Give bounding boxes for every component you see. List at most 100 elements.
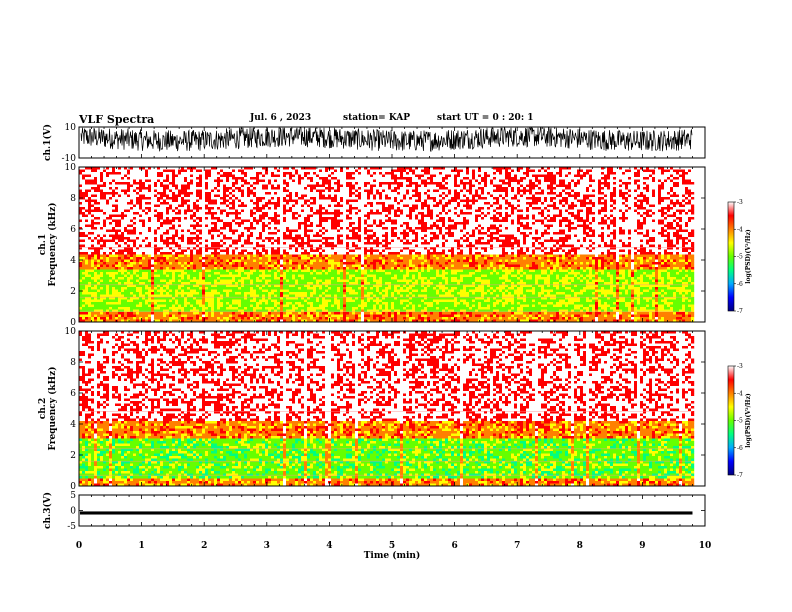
spectrogram-cell [211,174,215,178]
spectrogram-cell [211,272,215,275]
spectrogram-cell [124,174,128,178]
spectrogram-cell [307,297,311,300]
spectrogram-cell [223,209,227,213]
spectrogram-cell [142,294,146,298]
spectrogram-cell [208,209,212,213]
spectrogram-cell [157,282,161,285]
spectrogram-cell [265,299,269,303]
spectrogram-cell [304,204,308,208]
spectrogram-cell [85,172,89,175]
spectrogram-cell [301,237,305,240]
spectrogram-cell [247,282,251,285]
spectrogram-cell [259,264,263,268]
spectrogram-cell [307,172,311,175]
spectrogram-cell [295,302,299,305]
spectrogram-cell [103,257,107,260]
spectrogram-cell [307,174,311,178]
spectrogram-cell [187,182,191,185]
spectrogram-cell [253,192,257,195]
spectrogram-cell [172,239,176,243]
spectrogram-cell [274,182,278,185]
spectrogram-cell [214,259,218,263]
spectrogram-cell [118,212,122,215]
spectrogram-cell [139,272,143,275]
spectrogram-cell [214,167,218,170]
spectrogram-cell [274,207,278,210]
spectrogram-cell [238,242,242,245]
spectrogram-cell [154,222,158,225]
spectrogram-cell [256,214,260,218]
spectrogram-cell [238,192,242,195]
spectrogram-cell [178,292,182,295]
spectrogram-cell [118,242,122,245]
spectrogram-cell [304,262,308,265]
spectrogram-cell [172,194,176,198]
spectrogram-cell [169,204,173,208]
spectrogram-cell [88,264,92,268]
spectrogram-cell [166,227,170,230]
spectrogram-cell [211,202,215,205]
spectrogram-cell [175,302,179,305]
spectrogram-cell [214,187,218,190]
spectrogram-cell [280,287,284,290]
spectrogram-cell [148,212,152,215]
spectrogram-cell [88,212,92,215]
spectrogram-cell [136,304,140,308]
spectrogram-cell [85,217,89,220]
spectrogram-cell [100,172,104,175]
spectrogram-cell [241,302,245,305]
spectrogram-cell [256,247,260,250]
spectrogram-cell [205,197,209,200]
spectrogram-cell [118,282,122,285]
spectrogram-cell [199,214,203,218]
spectrogram-cell [148,242,152,245]
spectrogram-cell [130,254,134,258]
spectrogram-cell [115,187,119,190]
spectrogram-cell [148,297,152,300]
spectrogram-cell [247,297,251,300]
spectrogram-cell [226,197,230,200]
spectrogram-cell [121,319,125,323]
spectrogram-cell [109,319,113,323]
spectrogram-cell [244,169,248,173]
spectrogram-cell [286,219,290,223]
spectrogram-cell [181,314,185,318]
spectrogram-cell [169,219,173,223]
spectrogram-cell [202,282,206,285]
spectrogram-cell [79,307,83,310]
spectrogram-cell [190,184,194,188]
spectrogram-cell [157,314,161,318]
spectrogram-cell [112,194,116,198]
spectrogram-cell [190,252,194,255]
spectrogram-cell [157,184,161,188]
spectrogram-cell [91,279,95,283]
spectrogram-cell [184,289,188,293]
spectrogram-cell [103,317,107,320]
spectrogram-cell [187,232,191,235]
spectrogram-cell [130,224,134,228]
spectrogram-cell [262,224,266,228]
spectrogram-cell [250,207,254,210]
spectrogram-cell [286,239,290,243]
spectrogram-cell [178,222,182,225]
spectrogram-cell [277,297,281,300]
spectrogram-cell [178,204,182,208]
spectrogram-cell [151,179,155,183]
spectrogram-cell [154,284,158,288]
spectrogram-cell [175,257,179,260]
spectrogram-cell [262,297,266,300]
spectrogram-cell [103,302,107,305]
spectrogram-cell [244,187,248,190]
spectrogram-cell [106,167,110,170]
spectrogram-cell [124,304,128,308]
spectrogram-cell [82,199,86,203]
spectrogram-cell [106,262,110,265]
spectrogram-cell [310,299,314,303]
spectrogram-cell [247,182,251,185]
spectrogram-cell [289,317,293,320]
spectrogram-cell [199,287,203,290]
spectrogram-cell [85,292,89,295]
spectrogram-cell [178,174,182,178]
spectrogram-cell [301,277,305,280]
spectrogram-cell [274,289,278,293]
